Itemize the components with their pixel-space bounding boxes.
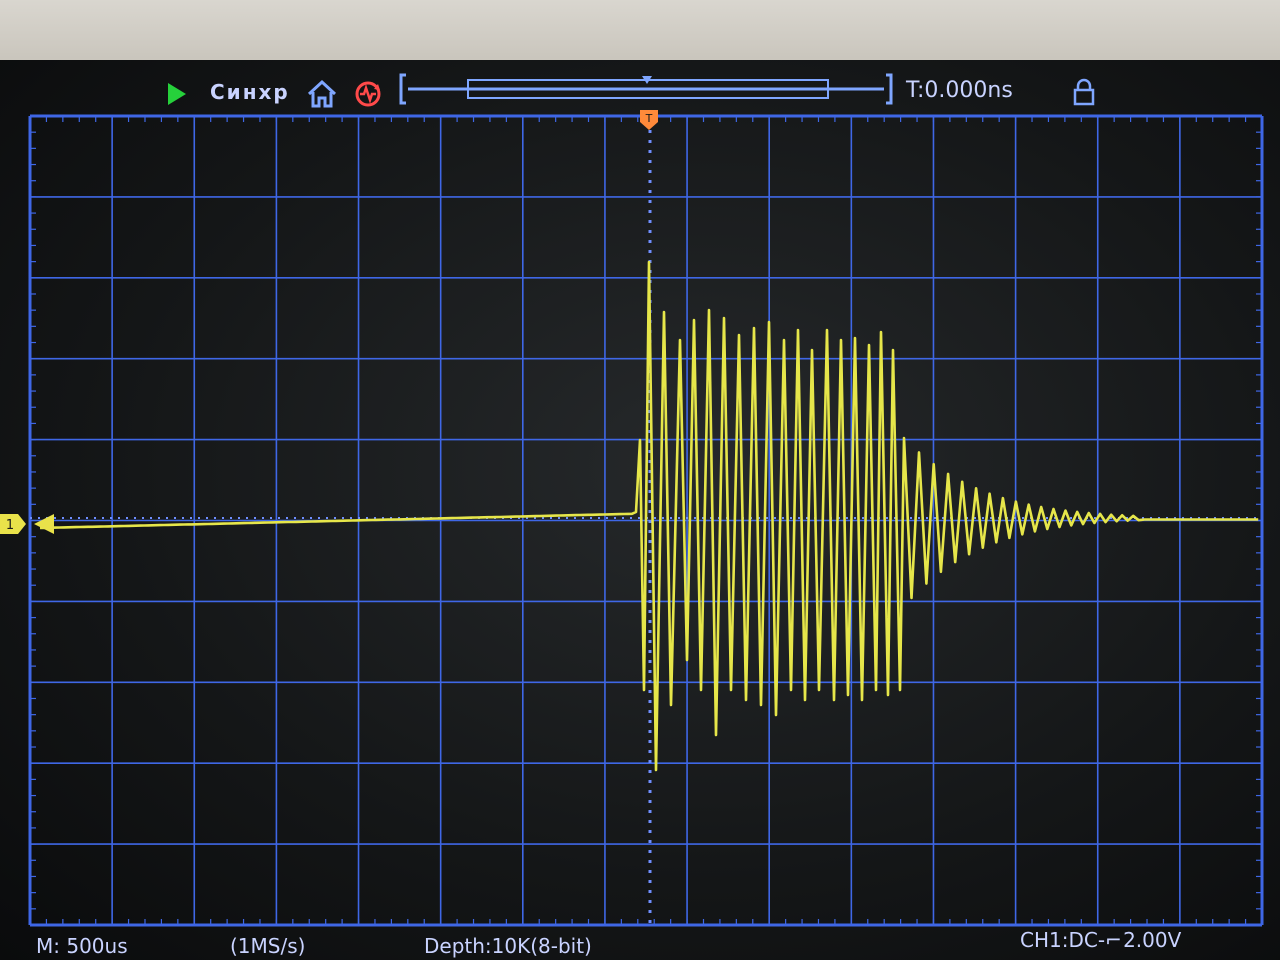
ch1-settings-readout[interactable]: CH1:DC-⌐2.00V <box>1020 928 1182 952</box>
memory-trigger-pointer <box>642 76 652 84</box>
timebase-readout[interactable]: M: 500us <box>36 934 128 958</box>
play-icon[interactable] <box>168 83 186 105</box>
trigger-position-marker[interactable]: T <box>640 110 658 130</box>
memory-depth-readout[interactable]: Depth:10K(8-bit) <box>424 934 592 958</box>
lock-icon[interactable] <box>1072 78 1096 106</box>
autoset-icon[interactable] <box>352 78 384 110</box>
home-icon[interactable] <box>306 78 338 110</box>
sample-rate-readout: (1MS/s) <box>230 934 306 958</box>
ch1-marker-label: 1 <box>6 518 14 533</box>
trigger-time-readout: T:0.000ns <box>906 78 1013 103</box>
memory-position-bar[interactable] <box>398 72 894 106</box>
trigger-level-arrow <box>34 514 54 534</box>
scope-bezel <box>0 0 1280 62</box>
ch1-waveform-trace <box>39 260 1259 772</box>
ch1-level-marker[interactable]: 1 <box>0 514 54 534</box>
sync-mode-label: Синхр <box>210 80 290 104</box>
rising-edge-icon: ⌐ <box>1105 928 1122 952</box>
trigger-marker-label: T <box>645 112 653 125</box>
